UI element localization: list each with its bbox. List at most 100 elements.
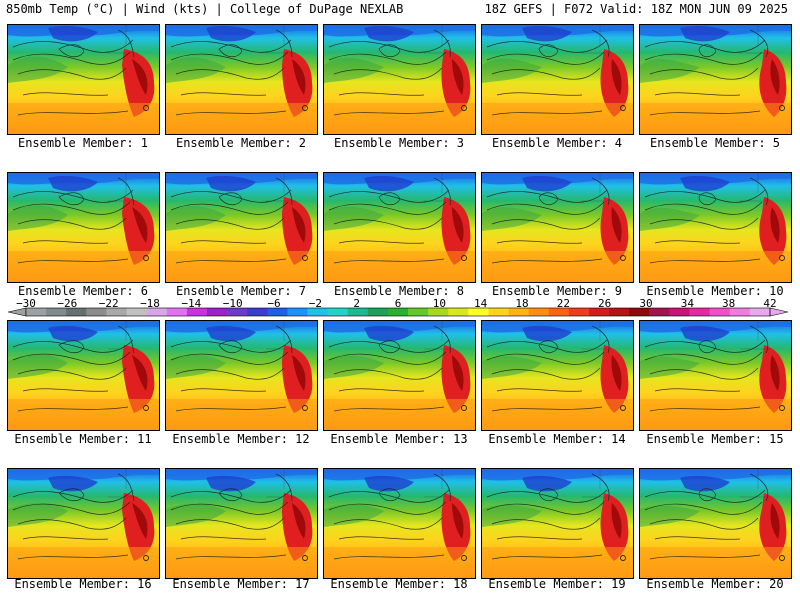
ensemble-member-map: [481, 320, 634, 431]
ensemble-member-label: Ensemble Member: 2: [175, 136, 307, 150]
ensemble-member-label: Ensemble Member: 1: [17, 136, 149, 150]
ensemble-member-label: Ensemble Member: 10: [646, 284, 784, 298]
ensemble-member-map: [481, 468, 634, 579]
colorbar-segment: [548, 308, 570, 316]
colorbar-tick-label: −10: [222, 297, 243, 310]
ensemble-member-label: Ensemble Member: 14: [488, 432, 626, 446]
ensemble-member-map: [165, 172, 318, 283]
ensemble-member-label: Ensemble Member: 6: [17, 284, 149, 298]
ensemble-member-map: [7, 468, 160, 579]
ensemble-member-label: Ensemble Member: 13: [330, 432, 468, 446]
run-info: 18Z GEFS | F072 Valid: 18Z MON JUN 09 20…: [484, 2, 788, 16]
colorbar-segment: [247, 308, 268, 316]
ensemble-member-label: Ensemble Member: 12: [172, 432, 310, 446]
colorbar-segment: [568, 308, 590, 316]
colorbar-segment: [347, 308, 369, 316]
colorbar-segment: [669, 308, 690, 316]
colorbar-segment: [146, 308, 168, 316]
colorbar-tick-label: −14: [181, 297, 202, 310]
colorbar-tick-label: 42: [763, 297, 777, 310]
ensemble-member-label: Ensemble Member: 8: [333, 284, 465, 298]
colorbar-tick-label: −6: [267, 297, 281, 310]
colorbar-tick-label: 38: [722, 297, 736, 310]
colorbar-tick-label: 34: [680, 297, 694, 310]
colorbar-segment: [508, 308, 530, 316]
colorbar-segment: [729, 308, 751, 316]
colorbar-tick-label: 6: [394, 297, 402, 310]
colorbar-segment: [227, 308, 248, 316]
colorbar-tick-label: 18: [515, 297, 529, 310]
ensemble-member-map: [165, 24, 318, 135]
colorbar-tick-label: −22: [98, 297, 119, 310]
ensemble-member-label: Ensemble Member: 17: [172, 577, 310, 591]
ensemble-member-map: [323, 468, 476, 579]
colorbar-segment: [448, 308, 469, 316]
colorbar-segment: [649, 308, 670, 316]
ensemble-member-label: Ensemble Member: 19: [488, 577, 626, 591]
ensemble-member-label: Ensemble Member: 3: [333, 136, 465, 150]
colorbar-tick-label: 26: [598, 297, 612, 310]
colorbar-tick-label: 10: [432, 297, 446, 310]
colorbar-tick-label: 2: [353, 297, 360, 310]
ensemble-member-map: [165, 320, 318, 431]
ensemble-member-map: [639, 320, 792, 431]
colorbar-segment: [609, 308, 630, 316]
ensemble-member-label: Ensemble Member: 11: [14, 432, 152, 446]
ensemble-member-label: Ensemble Member: 9: [491, 284, 623, 298]
ensemble-member-map: [323, 24, 476, 135]
ensemble-member-map: [7, 172, 160, 283]
colorbar-segment: [166, 308, 188, 316]
ensemble-member-map: [323, 320, 476, 431]
colorbar-tick-label: 22: [556, 297, 570, 310]
ensemble-member-map: [639, 172, 792, 283]
ensemble-member-map: [165, 468, 318, 579]
colorbar-segment: [66, 308, 87, 316]
ensemble-member-label: Ensemble Member: 15: [646, 432, 784, 446]
colorbar-segment: [367, 308, 389, 316]
colorbar-tick-label: −26: [57, 297, 78, 310]
colorbar-segment: [629, 308, 650, 316]
colorbar-segment: [327, 308, 349, 316]
ensemble-member-label: Ensemble Member: 5: [649, 136, 781, 150]
ensemble-member-label: Ensemble Member: 4: [491, 136, 623, 150]
colorbar-tick-label: −30: [16, 297, 36, 310]
ensemble-member-map: [481, 172, 634, 283]
ensemble-member-map: [323, 172, 476, 283]
colorbar-tick-label: 30: [639, 297, 653, 310]
ensemble-member-map: [639, 24, 792, 135]
colorbar-segment: [589, 308, 610, 316]
chart-title: 850mb Temp (°C) | Wind (kts) | College o…: [6, 2, 404, 16]
colorbar-segment: [528, 308, 550, 316]
ensemble-member-label: Ensemble Member: 18: [330, 577, 468, 591]
colorbar-segment: [86, 308, 107, 316]
colorbar-tick-label: −18: [140, 297, 160, 310]
colorbar-segment: [186, 308, 208, 316]
ensemble-member-label: Ensemble Member: 20: [646, 577, 784, 591]
colorbar-outline: [25, 307, 771, 317]
colorbar-segment: [206, 308, 228, 316]
colorbar-segment: [307, 308, 328, 316]
ensemble-member-map: [639, 468, 792, 579]
colorbar-segment: [267, 308, 288, 316]
colorbar-segment: [46, 308, 67, 316]
ensemble-member-map: [7, 24, 160, 135]
colorbar-segment: [408, 308, 429, 316]
ensemble-member-label: Ensemble Member: 7: [175, 284, 307, 298]
colorbar-tick-label: 14: [474, 297, 488, 310]
ensemble-member-label: Ensemble Member: 16: [14, 577, 152, 591]
colorbar-segment: [126, 308, 147, 316]
ensemble-member-map: [7, 320, 160, 431]
colorbar-segment: [749, 308, 771, 316]
colorbar-segment: [287, 308, 308, 316]
colorbar-segment: [428, 308, 449, 316]
temperature-colorbar: [8, 307, 788, 317]
colorbar-segment: [26, 308, 47, 316]
colorbar-segment: [106, 308, 127, 316]
colorbar-segment: [488, 308, 509, 316]
colorbar-segment: [387, 308, 409, 316]
ensemble-member-map: [481, 24, 634, 135]
colorbar-segment: [689, 308, 710, 316]
colorbar-tick-label: −2: [308, 297, 322, 310]
colorbar-segment: [709, 308, 731, 316]
colorbar-segment: [468, 308, 489, 316]
